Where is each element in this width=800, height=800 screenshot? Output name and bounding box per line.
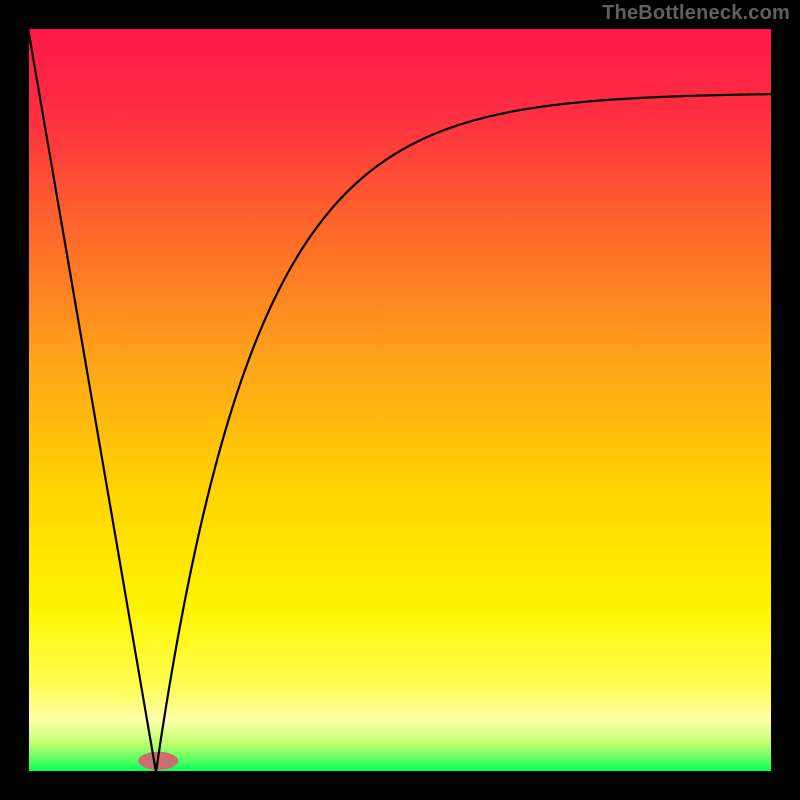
gradient-background — [28, 28, 772, 772]
chart-wrapper: TheBottleneck.com — [0, 0, 800, 800]
plot-area — [28, 28, 772, 772]
watermark-text: TheBottleneck.com — [602, 2, 790, 25]
bottleneck-curve-chart — [0, 0, 800, 800]
